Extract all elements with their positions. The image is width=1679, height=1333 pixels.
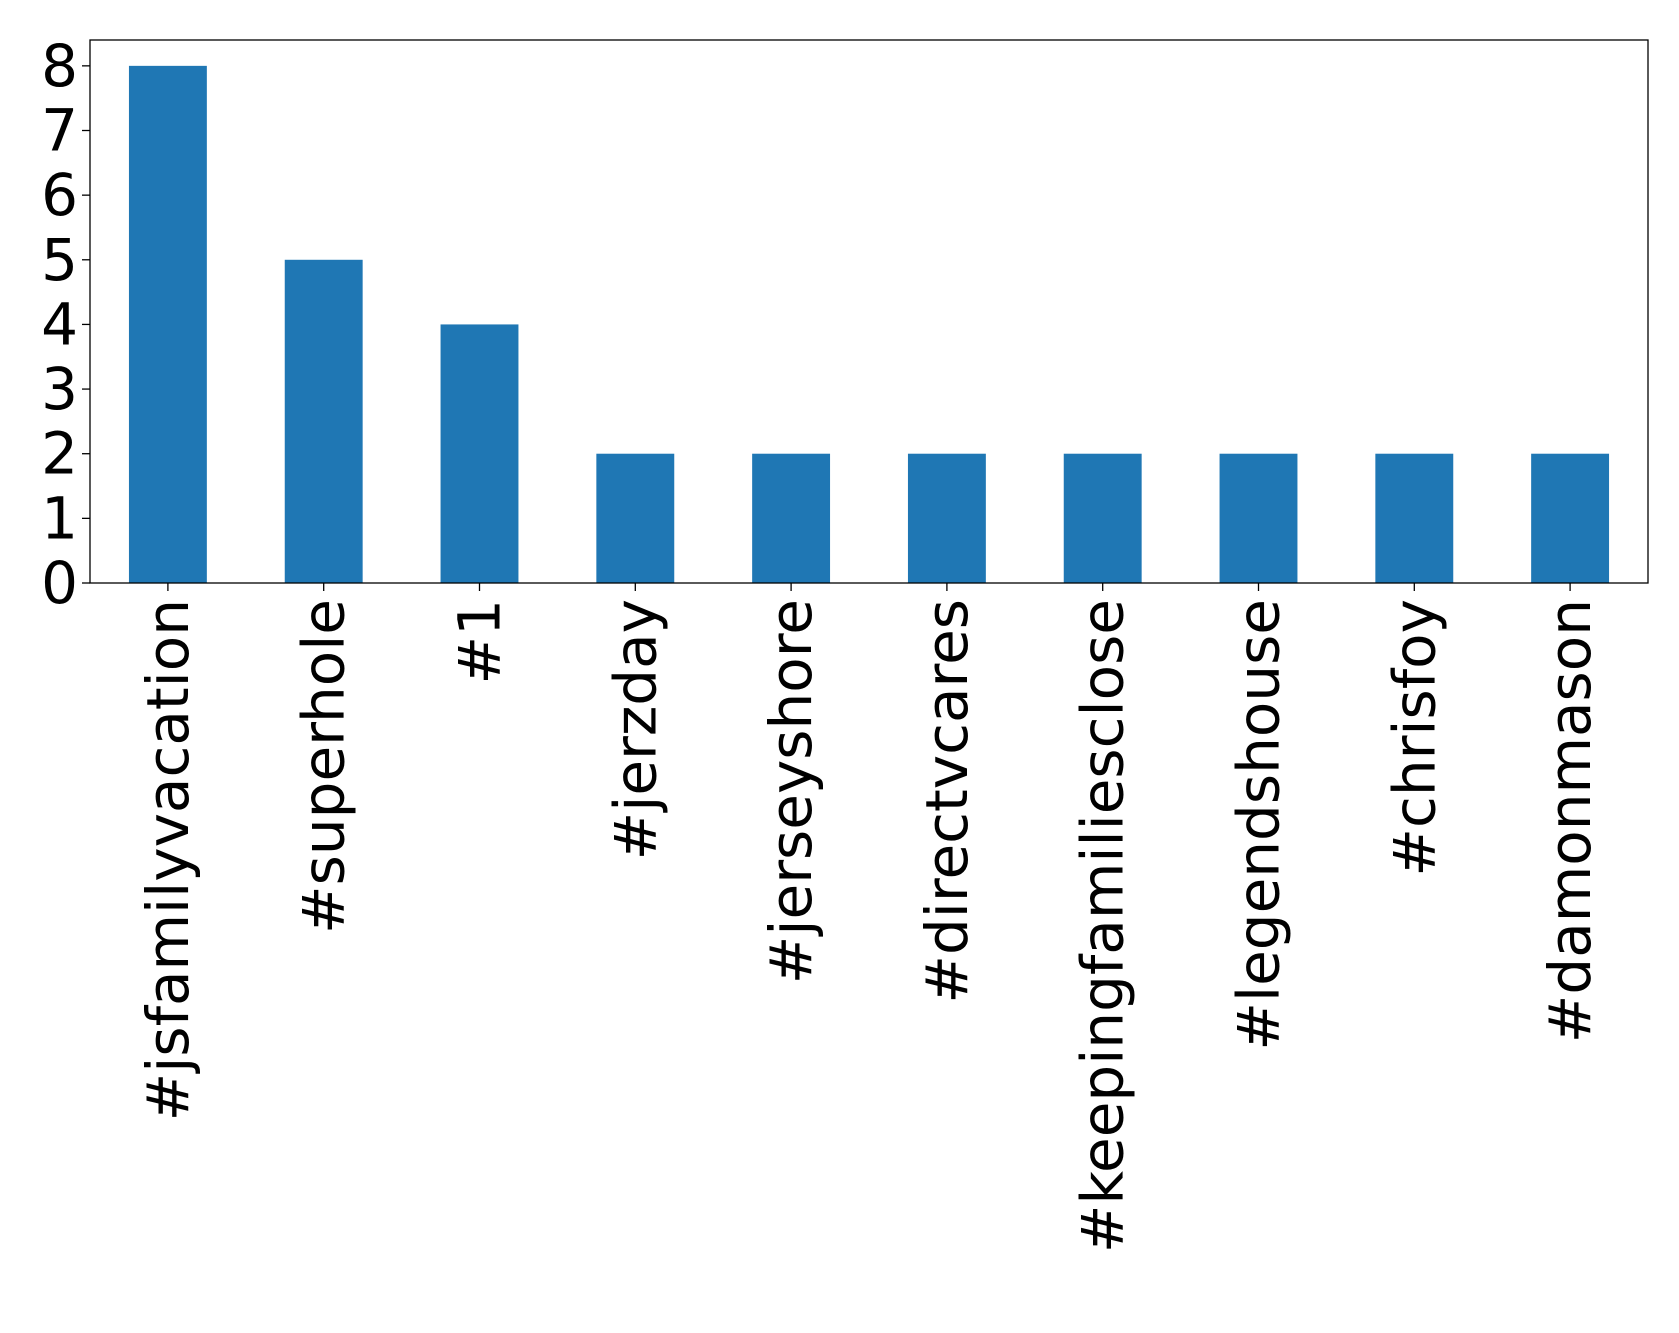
bars — [128, 65, 1610, 584]
y-tick-label-7: 7 — [41, 97, 78, 165]
x-tick-label-1: #superhole — [290, 599, 358, 934]
y-tick-label-6: 6 — [41, 161, 78, 229]
bar-7 — [1219, 453, 1298, 583]
bar-5 — [907, 453, 986, 583]
x-tick-label-2: #1 — [446, 599, 514, 685]
x-tick-label-6: #keepingfamiliesclose — [1069, 599, 1137, 1253]
y-tick-label-4: 4 — [41, 290, 78, 358]
bar-6 — [1063, 453, 1142, 583]
x-axis: #jsfamilyvacation #superhole #1 #jerzday #je… — [134, 583, 1604, 1253]
y-tick-label-2: 2 — [41, 420, 78, 488]
y-tick-label-3: 3 — [41, 355, 78, 423]
bar-0 — [128, 65, 207, 584]
bar-2 — [440, 324, 519, 583]
bar-8 — [1375, 453, 1454, 583]
x-tick-label-7: #legendshouse — [1225, 599, 1293, 1051]
bar-4 — [752, 453, 831, 583]
x-tick-label-8: #chrisfoy — [1380, 599, 1448, 877]
bar-1 — [284, 259, 363, 583]
y-tick-label-5: 5 — [41, 226, 78, 294]
x-tick-label-9: #damonmason — [1536, 599, 1604, 1043]
x-tick-label-0: #jsfamilyvacation — [134, 599, 202, 1121]
y-tick-label-8: 8 — [41, 32, 78, 100]
bar-9 — [1531, 453, 1610, 583]
plot-frame — [89, 39, 1649, 584]
x-tick-label-4: #jerseyshore — [757, 599, 825, 984]
y-tick-label-0: 0 — [41, 549, 78, 617]
y-tick-label-1: 1 — [41, 484, 78, 552]
x-tick-label-5: #directvcares — [913, 599, 981, 1004]
x-tick-label-3: #jerzday — [601, 599, 669, 860]
bar-3 — [596, 453, 675, 583]
